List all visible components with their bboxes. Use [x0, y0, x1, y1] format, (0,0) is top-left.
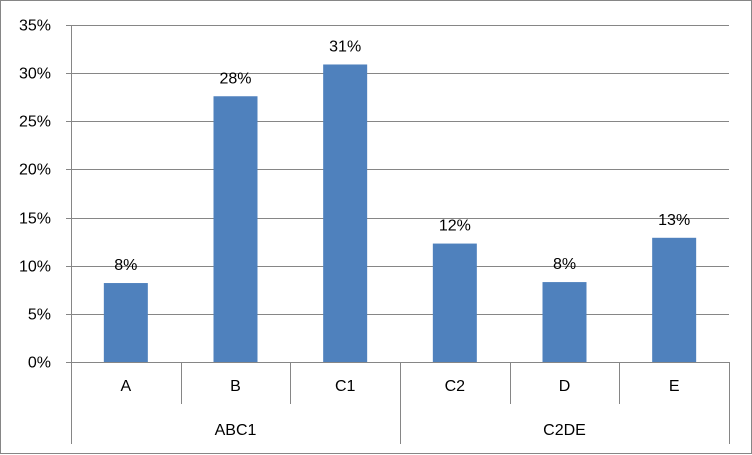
group-label: ABC1 [215, 422, 257, 439]
x-tick-label: A [120, 378, 131, 395]
x-tick-label: C1 [335, 378, 356, 395]
bar [652, 237, 697, 362]
data-label: 8% [553, 256, 576, 273]
y-tick-label: 5% [28, 307, 51, 324]
data-label: 8% [114, 257, 137, 274]
x-tick-label: B [230, 378, 241, 395]
data-label: 13% [658, 212, 690, 229]
y-tick-label: 25% [19, 114, 51, 131]
y-tick-label: 30% [19, 66, 51, 83]
y-tick-label: 0% [28, 355, 51, 372]
group-label: C2DE [543, 422, 586, 439]
bar [103, 283, 148, 362]
x-tick-label: C2 [445, 378, 466, 395]
data-label: 12% [439, 218, 471, 235]
y-tick-label: 20% [19, 162, 51, 179]
data-label: 28% [219, 70, 251, 87]
y-tick-label: 15% [19, 211, 51, 228]
bar [542, 282, 587, 362]
bar [213, 96, 258, 362]
bar [432, 243, 477, 362]
y-tick-label: 35% [19, 18, 51, 35]
data-label: 31% [329, 38, 361, 55]
x-tick-label: E [669, 378, 680, 395]
y-tick-label: 10% [19, 259, 51, 276]
x-tick-label: D [559, 378, 571, 395]
bar [323, 64, 368, 362]
